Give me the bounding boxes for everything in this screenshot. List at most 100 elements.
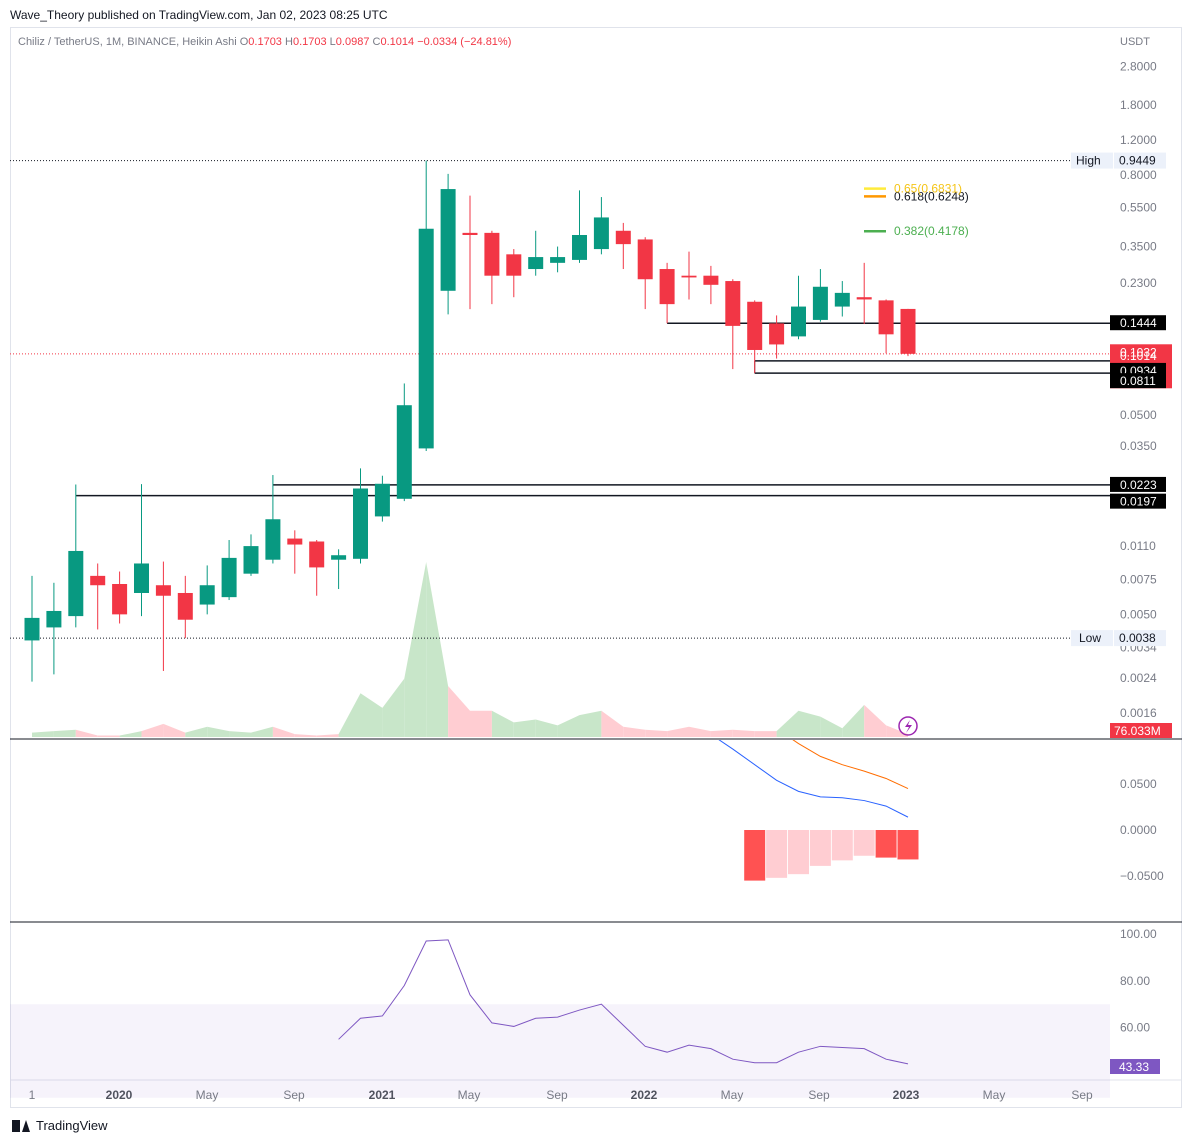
price-tag-1014: 0.1014 bbox=[1120, 349, 1157, 363]
fib-level-label: 0.65(0.6831) bbox=[894, 182, 962, 196]
volume-area bbox=[53, 729, 76, 737]
candle bbox=[418, 160, 434, 451]
candle-body bbox=[725, 281, 741, 326]
candle-body bbox=[462, 232, 478, 236]
volume-tag: 76.033M bbox=[1114, 724, 1161, 738]
candle-body bbox=[221, 557, 237, 598]
close-value: 0.1014 bbox=[380, 36, 415, 48]
candle bbox=[615, 222, 631, 270]
candle-body bbox=[878, 300, 894, 335]
candle-body bbox=[593, 217, 609, 250]
candle bbox=[309, 540, 325, 596]
y-tick-label: 0.8000 bbox=[1120, 168, 1157, 182]
level-tag-0197-bg bbox=[1110, 493, 1166, 509]
candle bbox=[725, 279, 741, 370]
symbol-name: Chiliz / TetherUS, 1M, BINANCE, Heikin A… bbox=[18, 36, 237, 48]
level-tag-0223: 0.0223 bbox=[1120, 478, 1157, 492]
candle-body bbox=[24, 617, 40, 641]
candle bbox=[46, 582, 62, 675]
volume-area bbox=[754, 731, 777, 737]
y-tick-label: 2.8000 bbox=[1120, 60, 1157, 74]
volume-area bbox=[163, 723, 186, 737]
volume-area bbox=[338, 693, 361, 737]
candle-body bbox=[791, 306, 806, 337]
candle bbox=[155, 561, 171, 671]
high-label-bg bbox=[1071, 152, 1113, 169]
x-tick-label: May bbox=[458, 1088, 481, 1102]
volume-area bbox=[864, 704, 887, 737]
candle bbox=[528, 230, 544, 276]
x-tick-label: 1 bbox=[29, 1088, 36, 1102]
candle-body bbox=[374, 483, 390, 517]
candle bbox=[484, 230, 500, 305]
candle-body bbox=[287, 538, 303, 545]
x-tick-label: Sep bbox=[283, 1088, 305, 1102]
candle-body bbox=[550, 257, 566, 263]
volume-area bbox=[579, 710, 602, 737]
y-tick-label: 0.0075 bbox=[1120, 572, 1157, 586]
x-tick-label: 2021 bbox=[369, 1088, 396, 1102]
macd-histogram-bar bbox=[809, 830, 831, 866]
lightning-icon bbox=[898, 716, 918, 736]
y-axis-unit: USDT bbox=[1120, 36, 1150, 48]
x-tick-label: Sep bbox=[546, 1088, 568, 1102]
macd-signal-line bbox=[792, 740, 909, 790]
candle bbox=[506, 249, 522, 298]
tradingview-logo-icon bbox=[12, 1119, 30, 1132]
candle bbox=[134, 484, 149, 617]
candle bbox=[572, 190, 587, 263]
candle bbox=[353, 468, 368, 564]
candle bbox=[90, 563, 106, 630]
volume-area bbox=[513, 719, 536, 737]
y-tick-label: 0.5500 bbox=[1120, 200, 1157, 214]
volume-area bbox=[185, 726, 208, 737]
footer-brand[interactable]: TradingView bbox=[12, 1118, 108, 1133]
candle-body bbox=[856, 297, 872, 300]
chart-frame bbox=[10, 27, 1182, 1108]
volume-area bbox=[667, 726, 689, 737]
volume-area bbox=[141, 723, 164, 737]
y-tick-label: 0.0016 bbox=[1120, 706, 1157, 720]
candle-body bbox=[90, 575, 106, 586]
candle bbox=[681, 251, 697, 300]
volume-area bbox=[32, 731, 54, 737]
candle-body bbox=[834, 292, 850, 307]
x-tick-label: 2020 bbox=[106, 1088, 133, 1102]
candle-body bbox=[243, 546, 259, 574]
candle-body bbox=[900, 308, 916, 354]
candle bbox=[637, 237, 653, 310]
low-value: 0.0038 bbox=[1119, 631, 1156, 645]
candle bbox=[112, 571, 128, 624]
x-tick-label: May bbox=[721, 1088, 744, 1102]
volume-area bbox=[732, 729, 755, 737]
volume-area bbox=[382, 678, 405, 737]
macd-y-tick: 0.0500 bbox=[1120, 777, 1157, 791]
macd-histogram-bar bbox=[875, 830, 897, 858]
level-tag-0197: 0.0197 bbox=[1120, 495, 1157, 509]
volume-area bbox=[645, 729, 668, 737]
volume-area bbox=[557, 715, 580, 737]
candle bbox=[593, 197, 609, 255]
candle bbox=[177, 575, 193, 639]
candle bbox=[703, 265, 719, 305]
volume-tag-bg bbox=[1110, 723, 1172, 738]
candle-body bbox=[506, 254, 522, 276]
candle bbox=[243, 534, 259, 576]
low-value: 0.0987 bbox=[335, 36, 370, 48]
candle bbox=[856, 262, 872, 325]
candle-body bbox=[177, 592, 193, 620]
x-tick-label: Sep bbox=[808, 1088, 830, 1102]
h-label: H bbox=[285, 36, 293, 48]
o-label: O bbox=[239, 36, 249, 48]
volume-area bbox=[448, 685, 470, 737]
candle-body bbox=[812, 286, 828, 320]
publisher-line: Wave_Theory published on TradingView.com… bbox=[10, 8, 388, 22]
volume-area bbox=[535, 719, 558, 737]
y-tick-label: 0.3500 bbox=[1120, 240, 1157, 254]
candle bbox=[199, 565, 215, 615]
candle bbox=[900, 308, 916, 357]
rsi-y-tick: 60.00 bbox=[1120, 1021, 1150, 1035]
x-tick-label: Sep bbox=[1071, 1088, 1093, 1102]
